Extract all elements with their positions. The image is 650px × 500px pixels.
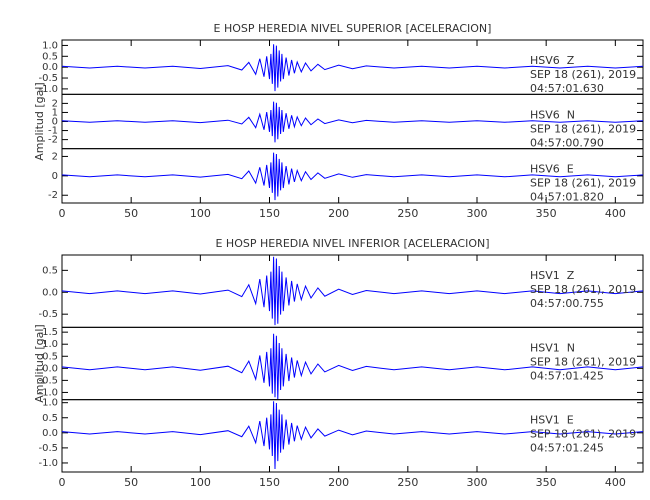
y-tick-label: 0.5 bbox=[42, 413, 58, 424]
y-tick-label: 1.0 bbox=[42, 40, 58, 51]
y-tick-label: -1 bbox=[48, 126, 58, 137]
x-tick-label: 50 bbox=[124, 207, 138, 220]
x-tick-label: 300 bbox=[467, 476, 488, 489]
y-tick-label: -1.0 bbox=[38, 458, 58, 469]
waveform bbox=[61, 44, 644, 92]
date-label: SEP 18 (261), 2019 bbox=[530, 428, 636, 441]
x-tick-label: 200 bbox=[328, 476, 349, 489]
panel-frame bbox=[61, 399, 644, 473]
waveform bbox=[61, 256, 644, 326]
waveform bbox=[61, 101, 644, 143]
x-tick-label: 0 bbox=[59, 207, 66, 220]
y-tick-label: 1 bbox=[52, 107, 58, 118]
y-axis-label: Amplitud [gal] bbox=[33, 82, 46, 160]
station-label: HSV1 N bbox=[530, 341, 575, 354]
y-tick-label: -1.0 bbox=[38, 387, 58, 398]
time-label: 04:57:00.790 bbox=[530, 136, 604, 149]
x-tick-label: 350 bbox=[536, 476, 557, 489]
x-tick-label: 400 bbox=[605, 207, 626, 220]
chart-title: E HOSP HEREDIA NIVEL SUPERIOR [ACELERACI… bbox=[214, 22, 492, 35]
date-label: SEP 18 (261), 2019 bbox=[530, 177, 636, 190]
x-tick-label: 250 bbox=[397, 476, 418, 489]
date-label: SEP 18 (261), 2019 bbox=[530, 355, 636, 368]
chart-title: E HOSP HEREDIA NIVEL INFERIOR [ACELERACI… bbox=[215, 237, 489, 250]
station-label: HSV6 E bbox=[530, 163, 574, 176]
waveform bbox=[61, 401, 644, 470]
waveform bbox=[61, 152, 644, 201]
waveform bbox=[61, 333, 644, 400]
x-tick-label: 400 bbox=[605, 476, 626, 489]
station-label: HSV1 E bbox=[530, 414, 574, 427]
time-label: 04:57:01.245 bbox=[530, 442, 604, 455]
x-tick-label: 250 bbox=[397, 207, 418, 220]
date-label: SEP 18 (261), 2019 bbox=[530, 122, 636, 135]
y-tick-label: 0.0 bbox=[42, 363, 58, 374]
x-tick-label: 100 bbox=[190, 207, 211, 220]
y-tick-label: 1.0 bbox=[42, 398, 58, 409]
time-label: 04:57:00.755 bbox=[530, 297, 604, 310]
date-label: SEP 18 (261), 2019 bbox=[530, 68, 636, 81]
station-label: HSV1 Z bbox=[530, 269, 575, 282]
station-label: HSV6 N bbox=[530, 108, 575, 121]
x-tick-label: 150 bbox=[259, 476, 280, 489]
y-tick-label: 0.0 bbox=[42, 62, 58, 73]
time-label: 04:57:01.820 bbox=[530, 191, 604, 204]
y-tick-label: -2 bbox=[48, 190, 58, 201]
y-tick-label: 0.0 bbox=[42, 287, 58, 298]
date-label: SEP 18 (261), 2019 bbox=[530, 283, 636, 296]
y-tick-label: 2 bbox=[52, 98, 58, 109]
x-tick-label: 50 bbox=[124, 476, 138, 489]
y-tick-label: 2 bbox=[52, 151, 58, 162]
y-tick-label: 0 bbox=[52, 117, 58, 128]
x-tick-label: 150 bbox=[259, 207, 280, 220]
y-tick-label: -0.5 bbox=[38, 375, 58, 386]
y-tick-label: -2 bbox=[48, 135, 58, 146]
y-tick-label: -1.0 bbox=[38, 84, 58, 95]
x-tick-label: 200 bbox=[328, 207, 349, 220]
x-tick-label: 100 bbox=[190, 476, 211, 489]
y-axis-label: Amplitud [gal] bbox=[33, 324, 46, 402]
y-tick-label: 0.0 bbox=[42, 428, 58, 439]
y-tick-label: 0.5 bbox=[42, 51, 58, 62]
time-label: 04:57:01.630 bbox=[530, 82, 604, 95]
x-tick-label: 350 bbox=[536, 207, 557, 220]
y-tick-label: 0 bbox=[52, 171, 58, 182]
y-tick-label: -0.5 bbox=[38, 309, 58, 320]
y-tick-label: 1.0 bbox=[42, 339, 58, 350]
station-label: HSV6 Z bbox=[530, 54, 575, 67]
y-tick-label: -0.5 bbox=[38, 443, 58, 454]
x-tick-label: 300 bbox=[467, 207, 488, 220]
time-label: 04:57:01.425 bbox=[530, 369, 604, 382]
y-tick-label: 0.5 bbox=[42, 265, 58, 276]
y-tick-label: 0.5 bbox=[42, 351, 58, 362]
y-tick-label: -0.5 bbox=[38, 73, 58, 84]
y-tick-label: 1.5 bbox=[42, 327, 58, 338]
x-tick-label: 0 bbox=[59, 476, 66, 489]
